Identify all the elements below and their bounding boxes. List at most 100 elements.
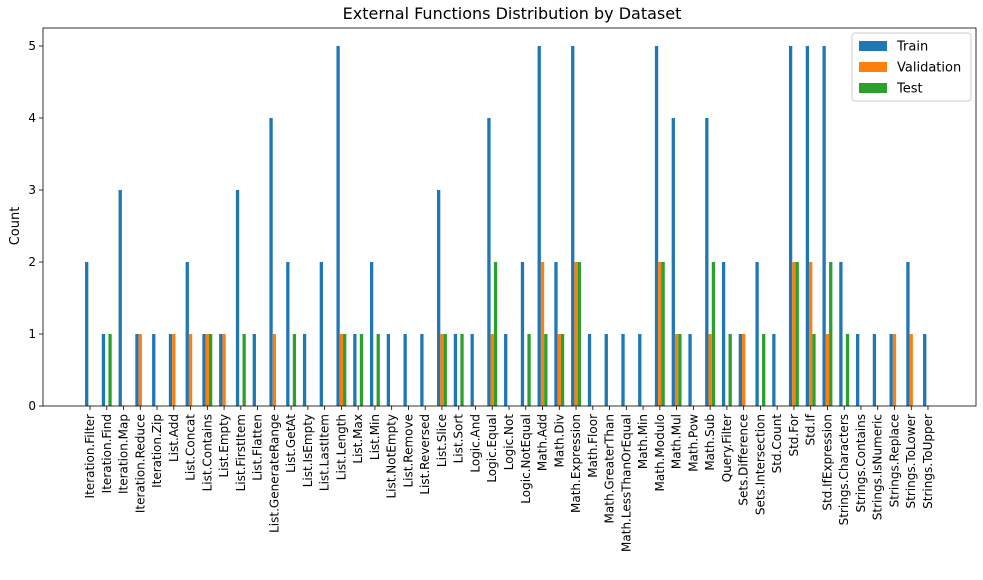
x-tick-label: List.Sort	[452, 414, 466, 464]
x-tick-label: Std.If	[804, 413, 818, 445]
x-tick-label: List.Max	[351, 414, 365, 464]
legend-label-test: Test	[896, 82, 923, 97]
bar-validation-std-ifexpression	[825, 334, 830, 406]
bar-test-list-getat	[292, 334, 297, 406]
bar-test-list-max	[359, 334, 364, 406]
bar-test-list-slice	[443, 334, 447, 406]
bar-test-list-min	[376, 334, 380, 406]
bar-test-math-div	[560, 334, 565, 406]
bar-train-list-lastitem	[319, 262, 323, 406]
y-tick-label: 4	[28, 111, 36, 125]
bar-train-math-min	[638, 334, 642, 406]
bar-train-sets-intersection	[755, 262, 759, 406]
bar-test-math-mul	[678, 334, 682, 406]
bar-train-math-add	[537, 46, 541, 406]
bar-train-std-ifexpression	[822, 46, 826, 406]
bar-train-logic-equal	[487, 118, 491, 406]
bar-test-strings-characters	[845, 334, 850, 406]
x-tick-label: Std.For	[787, 414, 801, 457]
bar-train-iteration-find	[101, 334, 106, 406]
bar-train-list-min	[369, 262, 374, 406]
bar-validation-list-empty	[222, 334, 226, 406]
legend-swatch-test	[859, 83, 887, 93]
bars-layer	[85, 46, 927, 406]
bar-train-list-max	[353, 334, 357, 406]
bar-train-std-if	[805, 46, 810, 406]
bar-validation-strings-tolower	[909, 334, 913, 406]
bar-validation-sets-difference	[741, 334, 746, 406]
bar-train-list-sort	[453, 334, 458, 406]
chart-title: External Functions Distribution by Datas…	[343, 4, 682, 23]
bar-validation-list-generaterange	[272, 334, 277, 406]
x-tick-label: Sets.Difference	[737, 414, 751, 506]
bar-validation-list-slice	[440, 334, 444, 406]
bar-train-std-count	[772, 334, 776, 406]
bar-validation-math-sub	[708, 334, 712, 406]
bar-train-list-remove	[403, 334, 407, 406]
x-tick-label: Logic.NotEqual	[519, 414, 533, 504]
legend-label-validation: Validation	[897, 61, 961, 76]
x-tick-label: List.Add	[167, 414, 181, 462]
bar-train-math-mul	[671, 118, 675, 406]
bar-train-iteration-filter	[85, 262, 89, 406]
bar-train-strings-toupper	[923, 334, 927, 406]
x-tick-label: List.FirstItem	[234, 414, 248, 491]
x-tick-label: List.Reversed	[418, 414, 432, 495]
bar-test-math-sub	[711, 262, 716, 406]
bar-test-sets-intersection	[762, 334, 766, 406]
x-tick-label: Strings.IsNumeric	[871, 414, 885, 520]
x-tick-label: List.Contains	[200, 414, 214, 491]
x-tick-label: List.Remove	[401, 414, 415, 488]
bar-train-list-flatten	[252, 334, 256, 406]
bar-train-strings-isnumeric	[872, 334, 877, 406]
bar-validation-std-for	[792, 262, 796, 406]
x-tick-label: List.Empty	[217, 414, 231, 478]
bar-test-list-contains	[208, 334, 213, 406]
bar-test-math-expression	[577, 262, 581, 406]
bar-validation-list-contains	[205, 334, 209, 406]
x-tick-label: Iteration.Map	[117, 414, 131, 494]
x-tick-label: List.LastItem	[318, 414, 332, 491]
x-tick-label: List.GenerateRange	[267, 414, 281, 533]
bar-validation-std-if	[809, 262, 813, 406]
bar-validation-math-expression	[574, 262, 578, 406]
bar-train-math-floor	[587, 334, 592, 406]
bar-validation-iteration-reduce	[138, 334, 142, 406]
x-tick-label: Strings.Replace	[887, 414, 901, 507]
x-tick-label: Sets.Intersection	[753, 414, 767, 515]
bar-train-iteration-reduce	[135, 334, 139, 406]
x-tick-label: Math.Pow	[686, 414, 700, 472]
bar-train-list-length	[336, 46, 340, 406]
bar-test-math-add	[544, 334, 548, 406]
x-tick-label: List.Length	[334, 414, 348, 480]
x-tick-label: Iteration.Reduce	[133, 414, 147, 513]
bar-test-logic-notequal	[527, 334, 531, 406]
x-tick-label: Std.IfExpression	[820, 414, 834, 511]
x-tick-label: Math.GreaterThan	[603, 414, 617, 523]
x-tick-label: Query.Filter	[720, 414, 734, 482]
bar-train-strings-tolower	[906, 262, 910, 406]
x-tick-label: Math.Min	[636, 414, 650, 469]
x-tick-label: Math.Add	[536, 414, 550, 471]
y-tick-label: 5	[28, 39, 36, 53]
x-tick-label: Strings.Contains	[854, 414, 868, 512]
bar-train-strings-contains	[856, 334, 860, 406]
bar-train-strings-replace	[889, 334, 893, 406]
bar-train-math-div	[554, 262, 558, 406]
bar-train-iteration-map	[118, 190, 122, 406]
bar-train-list-slice	[437, 190, 441, 406]
bar-train-list-notempty	[386, 334, 391, 406]
x-tick-label: Strings.ToUpper	[921, 414, 935, 509]
bar-train-logic-notequal	[520, 262, 525, 406]
bar-test-list-length	[343, 334, 347, 406]
x-tick-label: List.Flatten	[251, 414, 265, 481]
x-tick-label: List.Min	[368, 414, 382, 460]
bar-test-logic-equal	[493, 262, 498, 406]
bar-train-math-pow	[688, 334, 692, 406]
bar-train-list-reversed	[420, 334, 424, 406]
x-tick-label: Math.Sub	[703, 414, 717, 471]
bar-train-list-contains	[202, 334, 206, 406]
bar-validation-math-modulo	[658, 262, 662, 406]
bar-train-list-isempty	[302, 334, 307, 406]
